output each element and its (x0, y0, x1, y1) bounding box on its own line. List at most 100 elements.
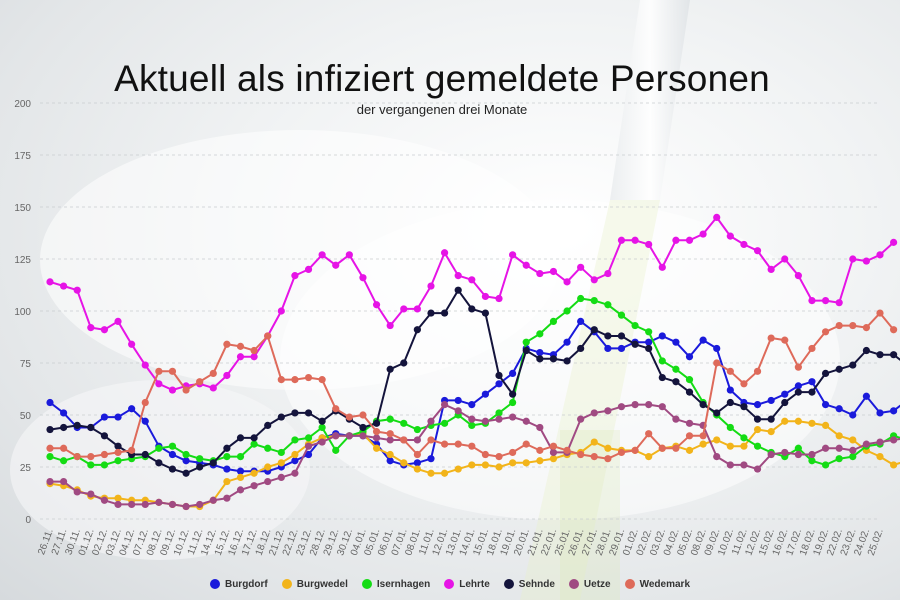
data-point (182, 386, 190, 394)
data-point (250, 434, 258, 442)
data-point (808, 419, 816, 427)
data-point (536, 355, 544, 363)
data-point (236, 342, 245, 350)
data-point (196, 378, 204, 386)
data-point (427, 469, 435, 477)
data-point (617, 403, 626, 411)
data-point (87, 324, 95, 332)
series-line (50, 312, 895, 460)
legend-swatch-icon (503, 579, 514, 589)
data-point (400, 436, 408, 444)
data-point (100, 461, 109, 469)
data-point (318, 376, 326, 384)
data-point (318, 438, 326, 446)
data-point (617, 448, 626, 457)
data-point (223, 453, 231, 461)
data-point (713, 453, 721, 461)
data-point (876, 309, 884, 317)
data-point (495, 409, 503, 417)
data-point (835, 299, 843, 307)
data-point (563, 307, 571, 315)
data-point (536, 446, 544, 454)
data-point (808, 388, 816, 396)
data-point (876, 438, 884, 446)
data-point (182, 450, 190, 459)
data-point (223, 444, 231, 452)
data-point (658, 332, 666, 340)
data-point (400, 419, 408, 427)
legend-item: Isernhagen (361, 579, 430, 590)
data-point (658, 373, 666, 382)
data-point (277, 448, 285, 457)
data-point (522, 261, 530, 269)
data-point (781, 390, 789, 398)
legend: Burgdorf Burgwedel Isernhagen Lehrte Sehnde U… (0, 575, 900, 593)
data-point (658, 403, 666, 411)
data-point (740, 434, 748, 442)
data-point (372, 428, 381, 436)
data-point (509, 390, 517, 398)
data-point (413, 459, 421, 467)
data-point (699, 432, 707, 440)
data-point (386, 457, 394, 465)
data-point (250, 482, 258, 490)
data-point (236, 486, 245, 494)
data-point (60, 409, 68, 417)
legend-item: Wedemark (624, 578, 691, 590)
data-point (468, 461, 476, 469)
data-point (128, 405, 136, 413)
data-point (468, 442, 476, 450)
data-point (645, 401, 653, 409)
data-point (277, 307, 285, 315)
data-point (440, 440, 449, 448)
data-point (196, 500, 204, 509)
data-point (658, 357, 666, 365)
data-point (849, 436, 857, 444)
data-point (862, 346, 870, 355)
data-point (835, 321, 843, 330)
data-point (645, 328, 653, 336)
data-point (386, 450, 394, 459)
data-point (590, 438, 598, 446)
data-point (468, 276, 476, 284)
data-point (726, 423, 734, 432)
data-point (726, 367, 734, 375)
data-point (577, 450, 585, 459)
data-point (236, 467, 245, 475)
data-point (386, 365, 394, 373)
data-point (781, 255, 789, 263)
legend-swatch-icon (568, 579, 579, 589)
data-point (291, 450, 299, 459)
data-point (359, 432, 367, 440)
data-point (740, 442, 748, 450)
data-point (767, 396, 775, 405)
data-point (168, 465, 177, 473)
data-point (835, 455, 843, 463)
data-point (128, 500, 136, 509)
data-point (345, 432, 353, 440)
data-point (332, 261, 340, 269)
data-point (304, 450, 313, 459)
data-point (604, 344, 612, 353)
data-point (440, 309, 449, 317)
data-point (359, 423, 367, 432)
data-point (481, 390, 490, 398)
data-point (277, 376, 285, 384)
data-point (495, 380, 503, 388)
data-point (794, 450, 802, 459)
legend-label: Wedemark (639, 578, 691, 590)
data-point (617, 311, 626, 319)
data-point (264, 444, 272, 452)
data-point (250, 346, 258, 355)
data-point (781, 398, 789, 407)
data-point (821, 369, 830, 377)
y-tick-label: 200 (14, 99, 31, 110)
data-point (590, 326, 598, 334)
data-point (890, 238, 898, 246)
data-point (699, 440, 707, 448)
chart-title: Aktuell als infiziert gemeldete Personen (114, 58, 770, 99)
data-point (223, 477, 231, 486)
data-point (250, 353, 258, 361)
